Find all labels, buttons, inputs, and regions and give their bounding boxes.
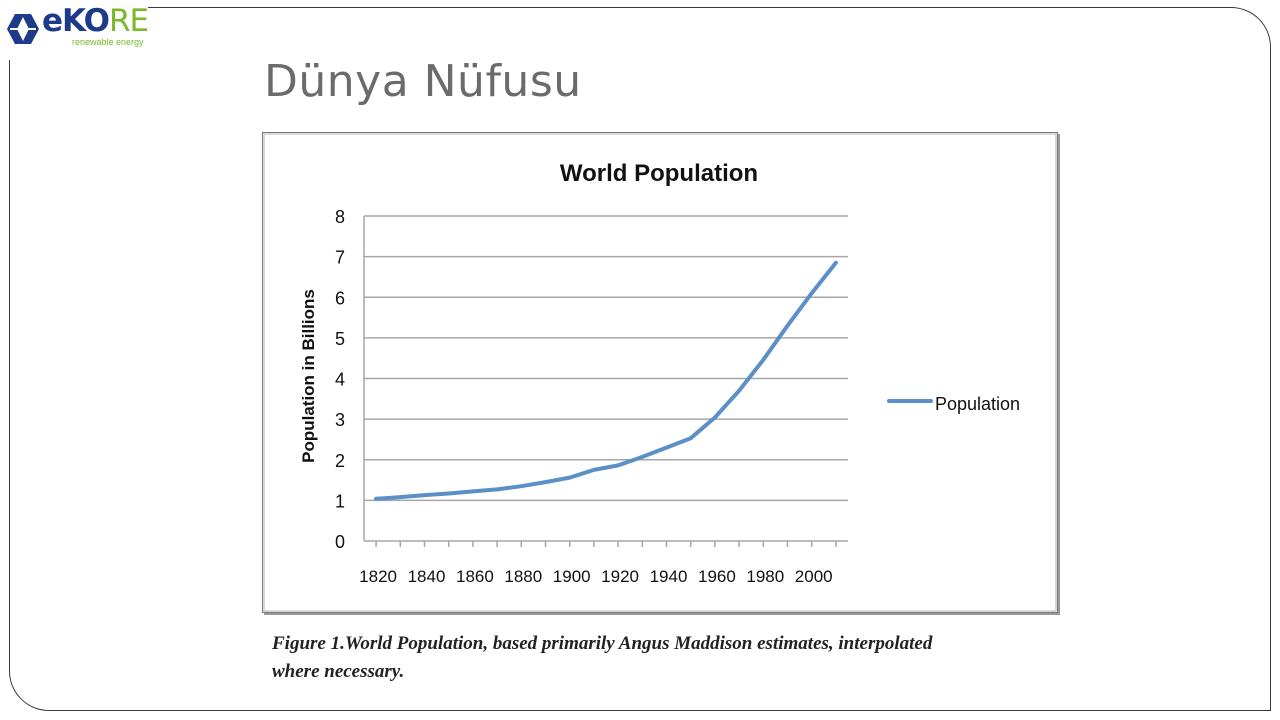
y-axis-label: Population in Billions — [299, 289, 318, 463]
chart-title: World Population — [560, 160, 758, 187]
logo-hexagon-icon — [7, 14, 39, 44]
x-tick-label: 1860 — [456, 567, 494, 586]
series-layer — [374, 260, 838, 501]
x-tick-label: 1940 — [650, 567, 688, 586]
axis-layer: 0 1 2 3 4 5 6 7 8 1820 1840 1860 1880 1900 1920 1940 196… — [335, 207, 837, 586]
y-tick-label: 4 — [335, 370, 345, 390]
y-tick-label: 5 — [335, 329, 345, 349]
series-line-population — [374, 260, 838, 501]
world-population-chart: World Population Population in Billions … — [299, 160, 1020, 586]
figure-caption: Figure 1.World Population, based primari… — [272, 633, 933, 682]
x-tick-label: 1880 — [504, 567, 542, 586]
company-logo: eKORE renewable energy — [0, 0, 149, 60]
page-title: Dünya Nüfusu — [264, 56, 582, 107]
y-tick-label: 8 — [335, 207, 345, 227]
x-tick-label: 1960 — [698, 567, 736, 586]
x-tick-label: 2000 — [795, 567, 833, 586]
y-tick-label: 6 — [335, 288, 345, 308]
y-tick-label: 2 — [335, 451, 345, 471]
chart-container: World Population Population in Billions … — [262, 132, 1058, 613]
y-tick-label: 3 — [335, 410, 345, 430]
y-tick-label: 7 — [335, 248, 345, 268]
logo-word-main: eKO — [42, 3, 110, 39]
x-tick-label: 1920 — [601, 567, 639, 586]
legend-label-population: Population — [935, 394, 1020, 414]
logo-tagline: renewable energy — [72, 37, 144, 47]
x-tick-label: 1840 — [408, 567, 446, 586]
grid-layer — [364, 215, 848, 542]
y-tick-label: 0 — [335, 532, 345, 552]
logo-wordmark: eKORE — [42, 3, 149, 39]
x-tick-label: 1900 — [553, 567, 591, 586]
x-tick-label: 1980 — [746, 567, 784, 586]
y-tick-label: 1 — [335, 491, 345, 511]
x-tick-label: 1820 — [359, 567, 397, 586]
logo-word-accent: RE — [109, 3, 149, 39]
chart-legend: Population — [887, 394, 1020, 414]
